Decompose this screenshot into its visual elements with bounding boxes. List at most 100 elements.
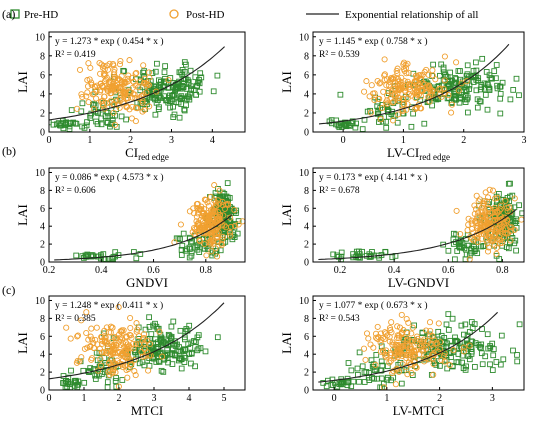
post-hd-point: [110, 75, 117, 82]
plot-frame: [48, 31, 246, 133]
post-hd-point: [132, 340, 140, 347]
pre-hd-point: [498, 332, 505, 339]
post-hd-point: [429, 87, 436, 94]
post-hd-point: [386, 324, 394, 332]
post-hd-point: [384, 100, 391, 107]
post-hd-point: [493, 250, 500, 257]
post-hd-point: [429, 67, 436, 74]
post-hd-point: [216, 187, 223, 194]
post-hd-point: [92, 336, 99, 343]
post-hd-point: [153, 88, 160, 95]
y-tick-label: 10: [35, 296, 45, 307]
post-hd-point: [374, 335, 381, 342]
pre-hd-point: [221, 191, 228, 197]
pre-hd-point: [180, 230, 187, 237]
pre-hd-point: [320, 380, 327, 386]
post-hd-point: [387, 349, 394, 357]
x-tick-label: 0.8: [496, 265, 509, 276]
pre-hd-point: [109, 117, 116, 123]
post-hd-point: [491, 195, 498, 202]
post-hd-point: [87, 343, 94, 350]
pre-hd-point: [112, 378, 119, 384]
pre-hd-point: [148, 331, 155, 337]
post-hd-point: [78, 91, 85, 98]
post-hd-point: [381, 56, 388, 63]
pre-hd-point: [92, 376, 99, 382]
pre-hd-point: [170, 92, 177, 98]
post-hd-point: [221, 222, 228, 229]
pre-hd-point: [87, 365, 94, 371]
pre-hd-point: [150, 95, 157, 101]
pre-hd-point: [494, 85, 501, 92]
pre-hd-point: [497, 83, 504, 90]
post-hd-point: [74, 333, 81, 340]
pre-hd-point: [338, 249, 345, 256]
pre-hd-point: [84, 119, 90, 125]
x-tick-label: 3: [152, 393, 157, 404]
pre-hd-point: [487, 361, 493, 368]
post-hd-point: [83, 309, 90, 316]
panel-gndvi: 0.2 0.4 0.6 0.8 0 2 4 6 8 10 LAI GNDVI y = 0.086 * e…: [15, 167, 246, 290]
pre-hd-point: [173, 99, 180, 105]
pre-hd-point: [514, 352, 520, 358]
pre-hd-point: [482, 92, 489, 98]
y-tick-label: 6: [304, 70, 309, 81]
pre-hd-point: [456, 244, 463, 251]
post-hd-point: [412, 347, 419, 354]
pre-hd-point: [170, 114, 177, 120]
x-tick-label: 0.6: [147, 265, 160, 276]
pre-hd-point: [335, 122, 342, 129]
y-tick-label: 0: [40, 258, 45, 269]
post-hd-point: [448, 109, 455, 116]
post-hd-point: [97, 80, 104, 87]
post-hd-point: [448, 101, 456, 108]
post-hd-point: [387, 351, 394, 358]
post-hd-point: [110, 84, 117, 91]
pre-hd-point: [167, 98, 173, 105]
x-axis-title: LV-GNDVI: [388, 275, 449, 290]
pre-hd-point: [182, 247, 189, 254]
pre-hd-point: [182, 354, 189, 361]
post-hd-point: [195, 219, 202, 226]
post-hd-point: [413, 77, 420, 84]
pre-hd-point: [93, 118, 99, 125]
pre-hd-point: [178, 365, 185, 372]
post-hd-point: [239, 218, 245, 225]
post-hd-point: [393, 344, 400, 351]
post-hd-point: [482, 214, 489, 221]
post-hd-point: [385, 82, 392, 89]
post-hd-point: [159, 353, 166, 360]
post-hd-point: [441, 53, 448, 60]
post-hd-point: [207, 193, 214, 200]
pre-hd-point: [50, 121, 57, 128]
post-hd-point: [430, 371, 437, 378]
pre-hd-point: [463, 88, 470, 95]
post-hd-point: [412, 106, 419, 113]
pre-hd-point: [214, 72, 221, 79]
pre-hd-point: [186, 322, 193, 329]
pre-hd-point: [489, 340, 496, 347]
fit-curve: [318, 209, 517, 261]
post-hd-point: [492, 227, 499, 234]
pre-hd-point: [169, 345, 176, 352]
post-hd-point: [392, 92, 399, 100]
post-hd-point: [110, 80, 117, 87]
y-axis-title: LAI: [15, 332, 30, 354]
post-hd-point: [483, 237, 490, 244]
pre-hd-point: [192, 363, 198, 370]
post-hd-point: [400, 59, 408, 66]
post-hd-point: [112, 87, 119, 94]
post-hd-point: [425, 84, 433, 91]
post-hd-point: [207, 241, 214, 248]
post-hd-point: [497, 240, 504, 247]
fit-r-squared: R² = 0.539: [319, 50, 360, 60]
y-axis-title: LAI: [279, 71, 294, 93]
post-hd-point: [135, 333, 142, 340]
pre-hd-point: [485, 82, 491, 88]
pre-hd-point: [445, 311, 452, 317]
pre-hd-point: [181, 107, 188, 114]
post-hd-point: [199, 223, 206, 230]
post-hd-point: [83, 93, 90, 100]
post-hd-point: [116, 338, 123, 345]
post-hd-point: [404, 101, 411, 108]
